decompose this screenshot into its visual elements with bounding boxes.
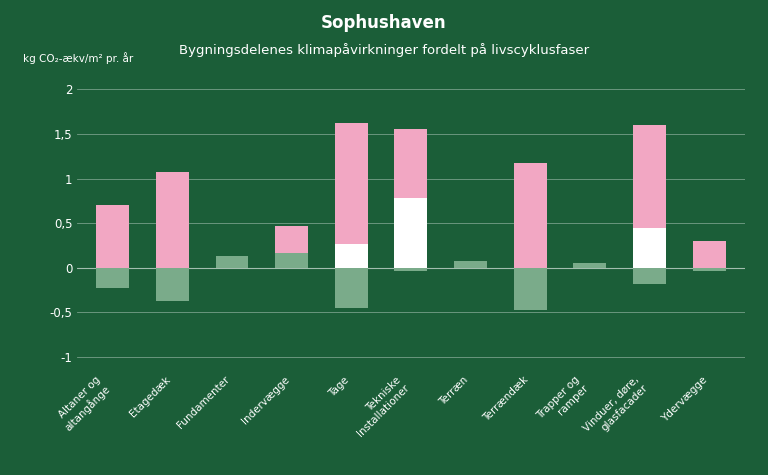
Bar bbox=[335, 268, 368, 308]
Bar bbox=[96, 268, 129, 287]
Bar bbox=[395, 268, 427, 271]
Bar bbox=[335, 124, 368, 244]
Bar bbox=[275, 253, 308, 268]
Bar bbox=[156, 268, 189, 301]
Bar bbox=[633, 125, 666, 228]
Bar bbox=[514, 163, 547, 268]
Bar bbox=[335, 244, 368, 268]
Text: Bygningsdelenes klimapåvirkninger fordelt på livscyklusfaser: Bygningsdelenes klimapåvirkninger fordel… bbox=[179, 43, 589, 57]
Bar bbox=[96, 205, 129, 268]
Bar bbox=[454, 261, 487, 268]
Bar bbox=[693, 268, 726, 271]
Bar bbox=[514, 268, 547, 310]
Bar bbox=[156, 172, 189, 268]
Bar bbox=[395, 198, 427, 268]
Bar bbox=[633, 228, 666, 268]
Bar bbox=[275, 226, 308, 253]
Bar bbox=[395, 129, 427, 198]
Bar bbox=[693, 241, 726, 268]
Bar bbox=[633, 268, 666, 284]
Bar bbox=[216, 256, 248, 268]
Text: kg CO₂-ækv/m² pr. år: kg CO₂-ækv/m² pr. år bbox=[23, 52, 134, 64]
Bar bbox=[574, 263, 606, 268]
Text: Sophushaven: Sophushaven bbox=[321, 14, 447, 32]
